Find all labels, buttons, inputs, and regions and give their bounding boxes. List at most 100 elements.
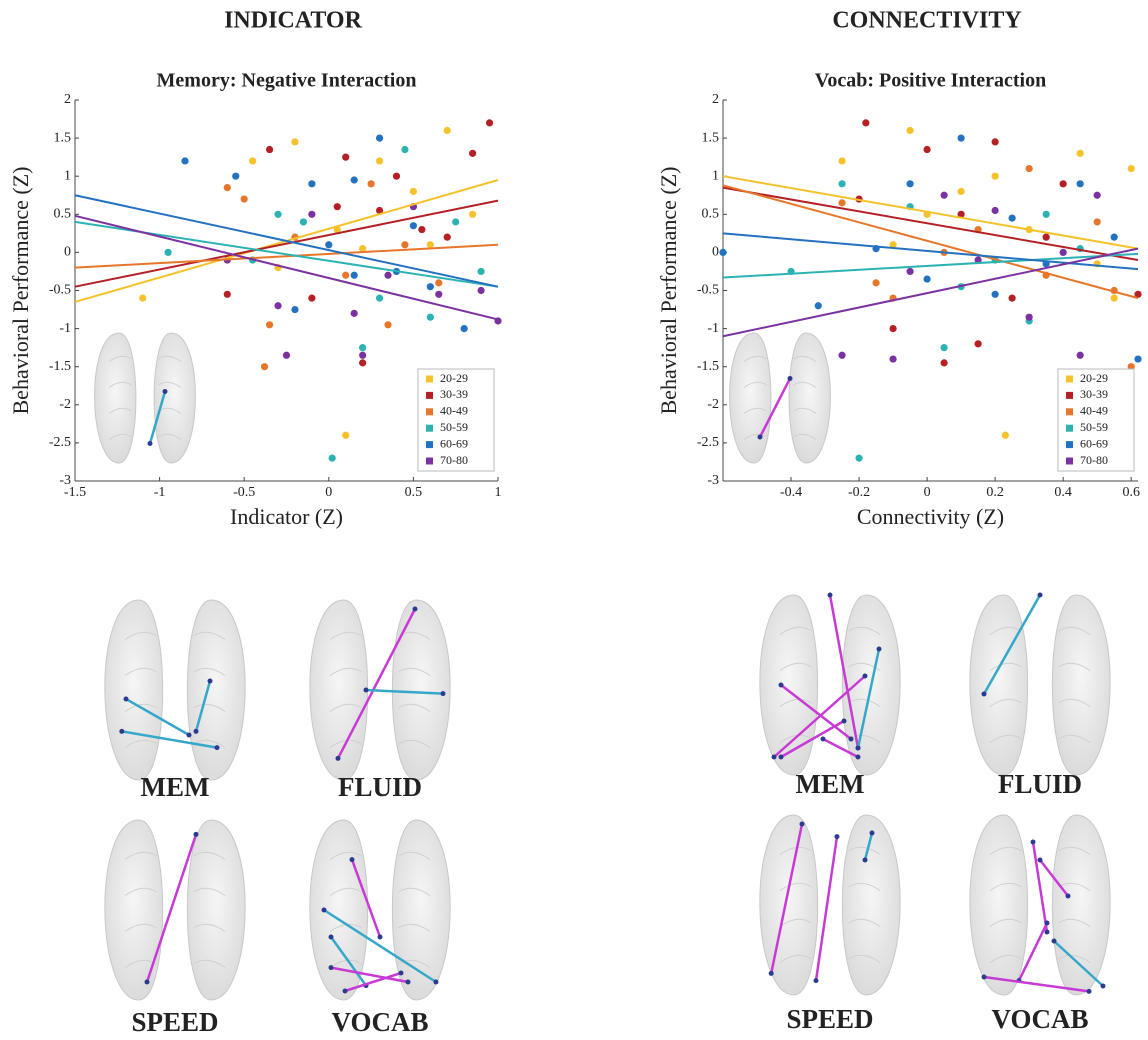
data-point [308, 211, 315, 218]
data-point [855, 455, 862, 462]
hemisphere [730, 333, 771, 463]
node [779, 683, 784, 688]
node [870, 831, 875, 836]
node [399, 971, 404, 976]
node [1045, 930, 1050, 935]
data-point [1094, 192, 1101, 199]
legend-marker [1066, 458, 1073, 465]
x-tick-label: 0.6 [1122, 485, 1140, 500]
node [329, 935, 334, 940]
data-point [384, 272, 391, 279]
legend-marker [1066, 408, 1073, 415]
hemisphere [760, 815, 818, 995]
data-point [401, 241, 408, 248]
legend-marker [1066, 376, 1073, 383]
x-axis-label: Connectivity (Z) [857, 504, 1004, 529]
fit-line [723, 254, 1138, 278]
data-point [1009, 215, 1016, 222]
data-point [410, 222, 417, 229]
data-point [1043, 211, 1050, 218]
data-point [461, 325, 468, 332]
brain-label: MEM [796, 769, 865, 799]
x-tick-label: 0.5 [405, 485, 423, 500]
data-point [359, 359, 366, 366]
legend-label: 30-39 [1080, 387, 1108, 401]
data-point [139, 295, 146, 302]
connection [816, 837, 837, 981]
hemisphere [105, 600, 163, 780]
node [378, 935, 383, 940]
fit-line [75, 245, 498, 268]
data-point [815, 302, 822, 309]
brain [310, 600, 450, 780]
data-point [941, 344, 948, 351]
data-point [1077, 352, 1084, 359]
data-point [232, 173, 239, 180]
node [856, 746, 861, 751]
y-tick-label: 1 [712, 168, 719, 183]
x-tick-label: 0.2 [986, 485, 1004, 500]
node [849, 737, 854, 742]
chart-title: Vocab: Positive Interaction [815, 70, 1046, 92]
data-point [1128, 165, 1135, 172]
section-header: INDICATOR [224, 8, 362, 34]
y-tick-label: -2 [707, 397, 719, 412]
data-point [719, 249, 726, 256]
hemisphere [842, 815, 900, 995]
node [208, 679, 213, 684]
node [413, 607, 418, 612]
legend-label: 40-49 [1080, 404, 1108, 418]
data-point [838, 199, 845, 206]
node [877, 647, 882, 652]
connection [1033, 842, 1047, 932]
node [856, 755, 861, 760]
data-point [410, 188, 417, 195]
data-point [1134, 355, 1141, 362]
data-point [435, 291, 442, 298]
y-tick-label: 2 [712, 92, 719, 107]
y-tick-label: -2.5 [697, 435, 719, 450]
data-point [418, 226, 425, 233]
node [406, 980, 411, 985]
data-point [224, 291, 231, 298]
data-point [164, 249, 171, 256]
legend-label: 70-80 [440, 453, 468, 467]
legend-label: 60-69 [440, 436, 468, 450]
y-tick-label: -0.5 [697, 283, 719, 298]
data-point [992, 138, 999, 145]
data-point [1002, 432, 1009, 439]
data-point [923, 275, 930, 282]
node [814, 978, 819, 983]
node [194, 832, 199, 837]
y-tick-label: -1 [59, 321, 71, 336]
legend-marker [1066, 425, 1073, 432]
node [1045, 921, 1050, 926]
node [821, 737, 826, 742]
y-axis-label: Behavioral Performance (Z) [656, 167, 681, 415]
data-point [1094, 218, 1101, 225]
data-point [224, 184, 231, 191]
brain [970, 815, 1110, 995]
node [800, 822, 805, 827]
node [769, 971, 774, 976]
node [163, 389, 168, 394]
y-tick-label: 0.5 [702, 207, 720, 222]
data-point [1026, 314, 1033, 321]
legend-label: 20-29 [1080, 371, 1108, 385]
data-point [889, 325, 896, 332]
x-tick-label: -0.5 [233, 485, 255, 500]
legend-marker [426, 408, 433, 415]
node [364, 688, 369, 693]
y-tick-label: -1.5 [697, 359, 719, 374]
x-tick-label: -0.2 [848, 485, 870, 500]
node [1066, 894, 1071, 899]
hemisphere [187, 600, 245, 780]
y-tick-label: -2.5 [49, 435, 71, 450]
legend-label: 50-59 [440, 420, 468, 434]
legend-marker [426, 441, 433, 448]
chart-title: Memory: Negative Interaction [157, 70, 417, 92]
brain-label: FLUID [998, 769, 1082, 799]
data-point [384, 321, 391, 328]
hemisphere [105, 820, 163, 1000]
data-point [838, 180, 845, 187]
